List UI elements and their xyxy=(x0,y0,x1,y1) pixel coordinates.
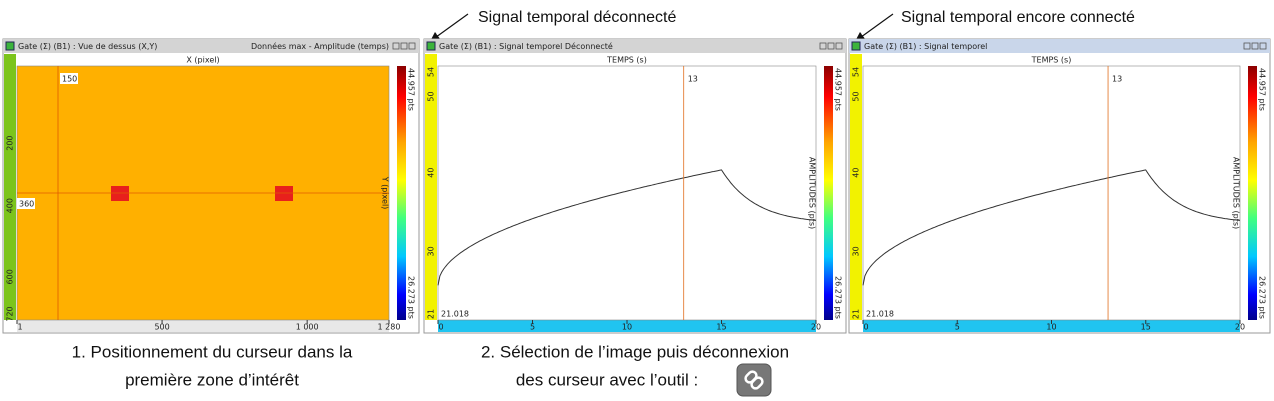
title-bar xyxy=(424,39,846,53)
colorbar-min: 26.273 pts xyxy=(1258,276,1267,319)
cursor-x-label: 150 xyxy=(62,75,77,84)
cursor-label-bg xyxy=(17,198,35,209)
y-tick-label: 600 xyxy=(6,269,15,284)
plot-area xyxy=(437,65,817,321)
caption: des curseur avec l’outil : xyxy=(516,370,698,389)
window-button[interactable] xyxy=(1243,42,1251,50)
x-tick-label: 20 xyxy=(1235,323,1245,332)
panel: Gate (Σ) (B1) : Signal temporel TEMPS (s)… xyxy=(848,38,1271,334)
window-icon xyxy=(5,41,15,51)
annotation: Signal temporal encore connecté xyxy=(901,9,1135,26)
cursor-y-label: 21.018 xyxy=(866,310,894,319)
y-axis-label: AMPLITUDES (pts) xyxy=(808,157,817,229)
x-tick-label: 1 xyxy=(17,323,22,332)
y-tick-label: 21 xyxy=(427,309,436,319)
cursor-y-label: 360 xyxy=(19,200,34,209)
window-title: Gate (Σ) (B1) : Vue de dessus (X,Y) xyxy=(18,42,157,51)
y-axis-strip xyxy=(4,54,16,320)
x-axis-label: TEMPS (s) xyxy=(1031,56,1072,65)
window-button[interactable] xyxy=(1259,42,1267,50)
x-tick-label: 0 xyxy=(438,323,443,332)
tool-icon-link xyxy=(750,376,764,390)
defect xyxy=(111,186,129,201)
signal-curve xyxy=(862,169,1241,286)
caption: 2. Sélection de l’image puis déconnexion xyxy=(481,342,789,361)
window-title: Gate (Σ) (B1) : Signal temporel xyxy=(864,42,987,51)
y-tick-label: 54 xyxy=(427,67,436,77)
y-tick-label: 40 xyxy=(852,168,861,178)
y-tick-label: 30 xyxy=(427,246,436,256)
cursor-x-label: 13 xyxy=(688,75,698,84)
annotation: Signal temporal déconnecté xyxy=(478,9,676,26)
window-button[interactable] xyxy=(835,42,843,50)
window-title: Gate (Σ) (B1) : Signal temporel Déconnec… xyxy=(439,41,613,51)
x-tick-label: 500 xyxy=(154,323,169,332)
y-tick-label: 50 xyxy=(852,91,861,101)
window-icon xyxy=(851,41,861,51)
defect xyxy=(275,186,293,201)
title-bar xyxy=(849,39,1270,53)
colorbar xyxy=(397,66,406,320)
colorbar xyxy=(1248,66,1257,320)
window-button[interactable] xyxy=(408,42,416,50)
window-button[interactable] xyxy=(827,42,835,50)
colorbar-max: 44.957 pts xyxy=(1258,68,1267,111)
y-axis-label: Y (pixel) xyxy=(381,176,390,210)
y-tick-label: 200 xyxy=(6,135,15,150)
window-button[interactable] xyxy=(400,42,408,50)
x-axis-label: TEMPS (s) xyxy=(606,56,647,65)
y-tick-label: 400 xyxy=(6,198,15,213)
x-tick-label: 0 xyxy=(863,323,868,332)
y-axis-strip xyxy=(850,54,862,320)
caption: première zone d’intérêt xyxy=(125,370,299,389)
plot-area xyxy=(862,65,1241,321)
y-tick-label: 40 xyxy=(427,168,436,178)
x-axis-strip xyxy=(17,320,389,332)
x-tick-label: 20 xyxy=(811,323,821,332)
x-axis-label: X (pixel) xyxy=(186,56,219,65)
window-button[interactable] xyxy=(392,42,400,50)
colorbar-min: 26.273 pts xyxy=(834,276,843,319)
window-subtitle: Données max - Amplitude (temps) xyxy=(251,41,389,51)
x-tick-label: 1 280 xyxy=(378,323,401,332)
x-tick-label: 1 000 xyxy=(296,323,319,332)
title-bar xyxy=(3,39,419,53)
x-tick-label: 5 xyxy=(530,323,535,332)
colorbar xyxy=(824,66,833,320)
x-tick-label: 10 xyxy=(1046,323,1056,332)
y-tick-label: 21 xyxy=(852,309,861,319)
colorbar-max: 44.957 pts xyxy=(407,68,416,111)
y-tick-label: 30 xyxy=(852,246,861,256)
y-axis-strip xyxy=(425,54,437,320)
window-button[interactable] xyxy=(1251,42,1259,50)
panel: Gate (Σ) (B1) : Vue de dessus (X,Y) Donné… xyxy=(2,38,420,334)
colorbar-min: 26.273 pts xyxy=(407,276,416,319)
caption: 1. Positionnement du curseur dans la xyxy=(72,342,353,361)
x-tick-label: 10 xyxy=(622,323,632,332)
window-icon xyxy=(426,41,436,51)
arrow xyxy=(855,13,894,42)
x-tick-label: 15 xyxy=(1141,323,1151,332)
panel: Gate (Σ) (B1) : Signal temporel Déconnec… xyxy=(423,38,847,334)
y-tick-label: 50 xyxy=(427,91,436,101)
y-tick-label: 54 xyxy=(852,67,861,77)
cursor-x-label: 13 xyxy=(1112,75,1122,84)
y-tick-label: 720 xyxy=(6,306,15,321)
x-tick-label: 5 xyxy=(955,323,960,332)
x-tick-label: 15 xyxy=(716,323,726,332)
window-button[interactable] xyxy=(819,42,827,50)
arrow xyxy=(430,13,469,42)
y-axis-label: AMPLITUDES (pts) xyxy=(1232,157,1241,229)
colorbar-max: 44.957 pts xyxy=(834,68,843,111)
signal-curve xyxy=(437,169,817,286)
cursor-label-bg xyxy=(60,73,78,84)
cursor-y-label: 21.018 xyxy=(441,310,469,319)
